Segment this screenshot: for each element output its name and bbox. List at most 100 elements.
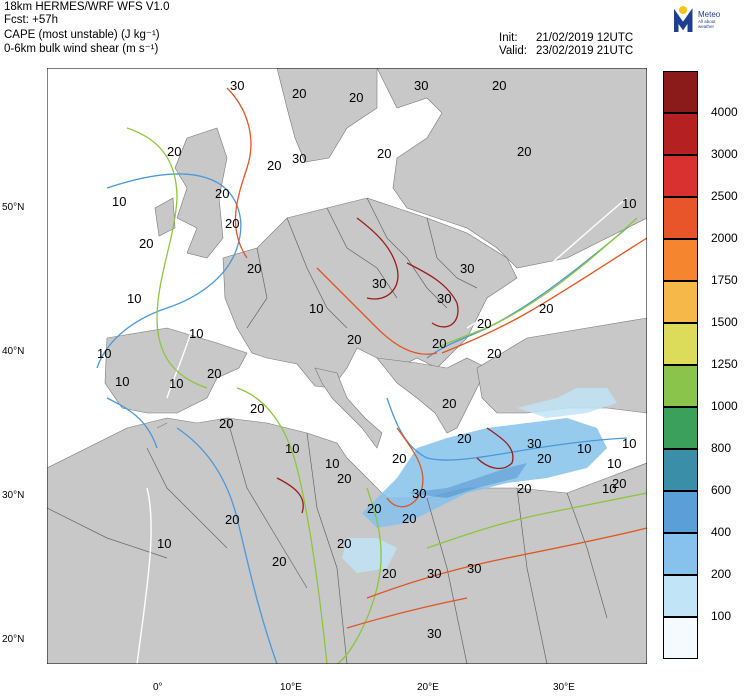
lon-label-20e: 20°E <box>417 682 439 693</box>
colorbar-swatch <box>663 407 698 449</box>
colorbar-label: 1500 <box>711 315 738 329</box>
shear-contour-label: 20 <box>347 332 361 347</box>
colorbar-label: 1750 <box>711 273 738 287</box>
shear-contour-label: 30 <box>414 78 428 93</box>
shear-contour-label: 30 <box>527 436 541 451</box>
forecast-hour: Fcst: +57h <box>4 14 59 26</box>
colorbar-swatch <box>663 197 698 239</box>
colorbar-swatch <box>663 617 698 659</box>
shear-contours-20 <box>126 127 647 664</box>
shear-contour-label: 30 <box>230 78 244 93</box>
shear-contour-label: 10 <box>577 441 591 456</box>
shear-contour-label: 20 <box>167 144 181 159</box>
shear-contour-label: 20 <box>517 481 531 496</box>
shear-contour-label: 20 <box>382 566 396 581</box>
shear-contour-label: 20 <box>377 146 391 161</box>
colorbar-swatch <box>663 365 698 407</box>
logo-name: Meteo <box>698 10 721 19</box>
shear-contour-label: 20 <box>367 501 381 516</box>
colorbar-swatch <box>663 575 698 617</box>
shear-contour-label: 30 <box>427 566 441 581</box>
shear-contour-label: 20 <box>337 536 351 551</box>
variable-shear-label: 0-6km bulk wind shear (m s⁻¹) <box>4 43 159 55</box>
shear-contours-30-dark <box>276 217 514 514</box>
colorbar-swatch <box>663 491 698 533</box>
shear-contour-label: 10 <box>622 196 636 211</box>
shear-contour-label: 20 <box>247 261 261 276</box>
shear-contour-label: 20 <box>402 511 416 526</box>
shear-contour-label: 20 <box>457 431 471 446</box>
logo-tagline: All about weather <box>698 19 716 29</box>
colorbar-label: 600 <box>711 483 732 497</box>
colorbar-label: 400 <box>711 525 732 539</box>
shear-contour-label: 10 <box>112 194 126 209</box>
colorbar-label: 4000 <box>711 105 738 119</box>
shear-contour-label: 20 <box>517 144 531 159</box>
meteo-logo: Meteo All about weather <box>673 4 734 36</box>
map-model-title: 18km HERMES/WRF WFS V1.0 <box>4 1 170 13</box>
cape-patches <box>342 388 617 573</box>
colorbar-label: 1000 <box>711 399 738 413</box>
colorbar-label: 100 <box>711 609 732 623</box>
shear-contour-label: 20 <box>492 78 506 93</box>
colorbar-swatch <box>663 533 698 575</box>
colorbar-swatch <box>663 113 698 155</box>
lon-label-30e: 30°E <box>553 682 575 693</box>
colorbar-swatch <box>663 71 698 113</box>
shear-contour-label: 20 <box>612 476 626 491</box>
lat-label-20n: 20°N <box>2 634 25 645</box>
shear-contour-label: 20 <box>442 396 456 411</box>
shear-contour-label: 20 <box>432 336 446 351</box>
shear-contour-label: 20 <box>207 366 221 381</box>
shear-contour-label: 10 <box>309 301 323 316</box>
colorbar-swatch <box>663 449 698 491</box>
shear-contour-label: 30 <box>460 261 474 276</box>
shear-contour-label: 10 <box>285 441 299 456</box>
shear-contour-label: 20 <box>392 451 406 466</box>
shear-contour-label: 10 <box>169 376 183 391</box>
shear-contour-label: 20 <box>225 512 239 527</box>
lon-label-0: 0° <box>153 682 163 693</box>
colorbar-swatch <box>663 323 698 365</box>
shear-contour-label: 30 <box>292 151 306 166</box>
shear-contour-label: 20 <box>539 301 553 316</box>
shear-contour-label: 20 <box>267 158 281 173</box>
shear-contour-label: 10 <box>325 456 339 471</box>
colorbar-label: 3000 <box>711 147 738 161</box>
init-time: 21/02/2019 12UTC <box>536 32 634 44</box>
colorbar-label: 2000 <box>711 231 738 245</box>
shear-contour-label: 30 <box>372 276 386 291</box>
colorbar-swatch <box>663 281 698 323</box>
lat-label-40n: 40°N <box>2 346 25 357</box>
colorbar-label: 800 <box>711 441 732 455</box>
shear-contour-label: 10 <box>127 291 141 306</box>
shear-contour-label: 30 <box>412 486 426 501</box>
colorbar-label: 2500 <box>711 189 738 203</box>
init-label: Init: <box>499 32 518 44</box>
colorbar-swatch <box>663 239 698 281</box>
shear-contour-label: 20 <box>487 346 501 361</box>
shear-contour-label: 20 <box>337 471 351 486</box>
colorbar-label: 1250 <box>711 357 738 371</box>
shear-contour-label: 10 <box>97 346 111 361</box>
shear-contour-label: 30 <box>467 561 481 576</box>
lat-label-50n: 50°N <box>2 202 25 213</box>
lat-label-30n: 30°N <box>2 490 25 501</box>
variable-cape-label: CAPE (most unstable) (J kg⁻¹) <box>4 29 160 41</box>
shear-contour-label: 10 <box>189 326 203 341</box>
shear-contour-label: 10 <box>602 481 616 496</box>
valid-label: Valid: <box>499 45 527 57</box>
country-borders <box>47 197 608 664</box>
lon-label-10e: 10°E <box>280 682 302 693</box>
shear-contour-label: 20 <box>272 554 286 569</box>
shear-contour-label: 30 <box>427 626 441 641</box>
shear-contour-label: 20 <box>219 416 233 431</box>
shear-contour-label: 30 <box>437 291 451 306</box>
shear-contour-label: 10 <box>157 536 171 551</box>
colorbar-label: 200 <box>711 567 732 581</box>
colorbar-swatch <box>663 155 698 197</box>
shear-contour-label: 20 <box>292 86 306 101</box>
meteo-logo-icon <box>673 6 693 32</box>
